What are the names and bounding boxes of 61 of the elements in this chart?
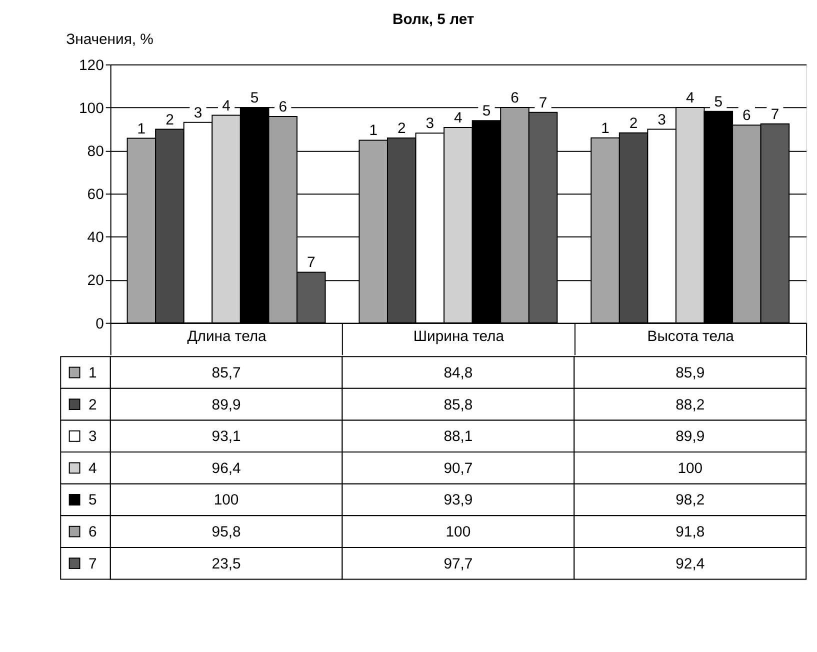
text: 4 — [454, 110, 462, 127]
data-label: 90,7 — [444, 460, 473, 477]
data-label: 85,8 — [444, 397, 473, 414]
text: 6 — [278, 100, 287, 116]
text: 4 — [222, 98, 230, 114]
data-label: 96,4 — [212, 460, 241, 477]
data-label: 23,5 — [212, 556, 241, 572]
text: 5 — [250, 90, 259, 106]
data-label: 88,1 — [444, 429, 473, 446]
legend-label: 2 — [88, 397, 97, 414]
data-label: 93,1 — [212, 429, 241, 446]
text: 6 — [510, 90, 519, 106]
y-tick-label: 0 — [96, 316, 104, 332]
text: 7 — [770, 106, 780, 123]
text: 1 — [601, 120, 610, 137]
data-label: 93,9 — [444, 492, 473, 509]
y-axis-title: Значения, % — [66, 32, 154, 48]
text: 1 — [369, 123, 378, 140]
legend-label: 5 — [88, 492, 97, 509]
chart-title: Волк, 5 лет — [392, 12, 474, 28]
x-tick-label: Высота тела — [647, 329, 735, 346]
legend-label: 7 — [88, 556, 97, 572]
y-tick-label: 100 — [79, 100, 104, 117]
x-tick-label: Длина тела — [187, 329, 268, 346]
text: 5 — [482, 104, 491, 120]
data-label: 88,2 — [676, 397, 705, 414]
y-tick-label: 20 — [87, 273, 104, 290]
data-label: 95,8 — [212, 524, 241, 541]
text: 4 — [686, 90, 694, 106]
text: 5 — [714, 94, 723, 110]
data-label: 85,7 — [212, 365, 241, 382]
text: 1 — [137, 121, 146, 138]
text: 7 — [306, 255, 316, 272]
data-label: 89,9 — [676, 429, 705, 446]
text: 2 — [166, 112, 174, 128]
legend-label: 6 — [88, 524, 97, 541]
data-label: 97,7 — [444, 556, 473, 572]
y-tick-label: 40 — [87, 230, 104, 246]
data-label: 100 — [678, 460, 703, 477]
data-label: 92,4 — [676, 556, 705, 572]
legend-label: 4 — [88, 460, 97, 477]
data-label: 89,9 — [212, 397, 241, 414]
x-tick-label: Ширина тела — [413, 329, 505, 346]
data-label: 98,2 — [676, 492, 705, 509]
data-label: 100 — [214, 492, 239, 509]
y-tick-label: 120 — [79, 58, 104, 74]
text: 2 — [397, 121, 406, 138]
text: 2 — [629, 116, 638, 132]
text: 7 — [538, 95, 548, 112]
legend-label: 1 — [88, 365, 97, 382]
y-tick-label: 60 — [87, 187, 104, 204]
data-label: 100 — [446, 524, 471, 541]
data-label: 85,9 — [676, 365, 705, 382]
text: 3 — [194, 105, 202, 122]
text: 6 — [742, 108, 751, 124]
data-label: 91,8 — [676, 524, 705, 541]
legend-label: 3 — [88, 429, 97, 446]
text: 3 — [658, 112, 666, 128]
data-label: 84,8 — [444, 365, 473, 382]
y-tick-label: 80 — [87, 144, 104, 160]
text: 3 — [426, 116, 434, 132]
